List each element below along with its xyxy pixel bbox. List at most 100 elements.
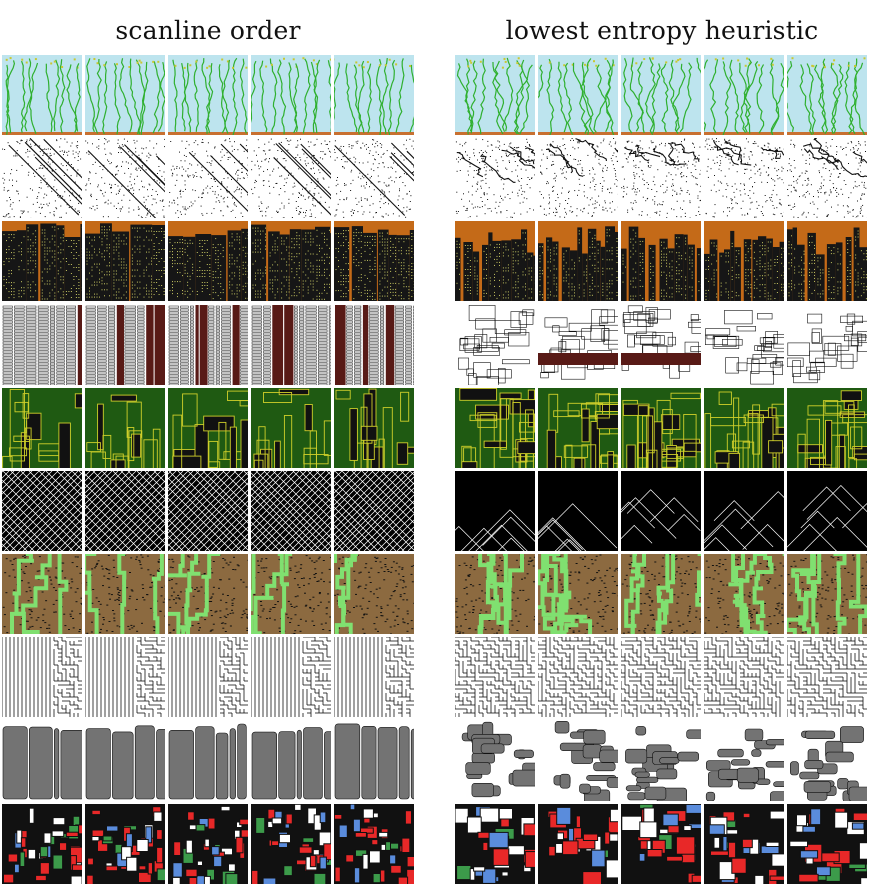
dotted-lines-texture-image (704, 138, 784, 219)
entropy-brick-columns-sample-1 (455, 304, 535, 385)
entropy-brick-columns-sample-5 (787, 304, 867, 385)
scanline-brown-caves-sample-1 (2, 554, 82, 635)
brick-columns-texture-image (85, 304, 165, 385)
entropy-river-plants-sample-5 (787, 55, 867, 135)
scanline-red-rooms-sample-5 (334, 803, 414, 884)
brick-columns-texture-image (168, 304, 248, 385)
entropy-grey-blobs-sample-1 (455, 720, 535, 801)
scanline-green-circuit-sample-1 (2, 387, 82, 468)
skyline-texture-image (538, 221, 618, 302)
scanline-brown-caves-sample-5 (334, 554, 414, 635)
diagonal-mesh-texture-image (251, 471, 331, 551)
green-circuit-texture-image (455, 387, 535, 468)
scanline-diagonal-mesh-sample-1 (2, 471, 82, 551)
entropy-brown-caves-sample-5 (787, 554, 867, 635)
skyline-texture-image (787, 221, 867, 302)
entropy-red-rooms-sample-4 (704, 803, 784, 884)
maze-texture-image (334, 637, 414, 718)
scanline-river-plants-sample-2 (85, 55, 165, 135)
maze-texture-image (2, 637, 82, 718)
brick-columns-texture-image (251, 304, 331, 385)
entropy-maze-sample-1 (455, 637, 535, 718)
green-circuit-texture-image (538, 387, 618, 468)
scanline-dotted-lines-sample-4 (251, 138, 331, 219)
entropy-river-plants-sample-3 (621, 55, 701, 135)
scanline-diagonal-mesh-sample-3 (168, 471, 248, 551)
entropy-brown-caves-sample-2 (538, 554, 618, 635)
entropy-grey-blobs-sample-5 (787, 720, 867, 801)
entropy-skyline-sample-2 (538, 221, 618, 302)
green-circuit-texture-image (2, 387, 82, 468)
entropy-dotted-lines-sample-5 (787, 138, 867, 219)
maze-texture-image (538, 637, 618, 718)
scanline-red-rooms-sample-3 (168, 803, 248, 884)
scanline-brick-columns-sample-2 (85, 304, 165, 385)
maze-texture-image (787, 637, 867, 718)
entropy-diagonal-mesh-sample-5 (787, 471, 867, 551)
maze-texture-image (85, 637, 165, 718)
scanline-red-rooms-sample-1 (2, 803, 82, 884)
skyline-texture-image (2, 221, 82, 302)
entropy-river-plants-sample-4 (704, 55, 784, 135)
entropy-green-circuit-sample-4 (704, 387, 784, 468)
scanline-diagonal-mesh-sample-5 (334, 471, 414, 551)
grey-blobs-texture-image (621, 720, 701, 801)
river-plants-texture-image (455, 55, 535, 135)
entropy-dotted-lines-sample-4 (704, 138, 784, 219)
scanline-green-circuit-sample-3 (168, 387, 248, 468)
maze-texture-image (704, 637, 784, 718)
diagonal-mesh-texture-image (787, 471, 867, 551)
grey-blobs-texture-image (538, 720, 618, 801)
brown-caves-texture-image (787, 554, 867, 635)
entropy-dotted-lines-sample-1 (455, 138, 535, 219)
entropy-skyline-sample-3 (621, 221, 701, 302)
scanline-dotted-lines-sample-3 (168, 138, 248, 219)
entropy-maze-sample-5 (787, 637, 867, 718)
river-plants-texture-image (538, 55, 618, 135)
skyline-texture-image (168, 221, 248, 302)
brown-caves-texture-image (621, 554, 701, 635)
brown-caves-texture-image (334, 554, 414, 635)
scanline-diagonal-mesh-sample-2 (85, 471, 165, 551)
dotted-lines-texture-image (2, 138, 82, 219)
diagonal-mesh-texture-image (168, 471, 248, 551)
entropy-brown-caves-sample-4 (704, 554, 784, 635)
entropy-diagonal-mesh-sample-4 (704, 471, 784, 551)
scanline-river-plants-sample-4 (251, 55, 331, 135)
red-rooms-texture-image (85, 803, 165, 884)
scanline-brick-columns-sample-4 (251, 304, 331, 385)
dotted-lines-texture-image (538, 138, 618, 219)
scanline-dotted-lines-sample-1 (2, 138, 82, 219)
river-plants-texture-image (787, 55, 867, 135)
red-rooms-texture-image (168, 803, 248, 884)
brick-columns-texture-image (704, 304, 784, 385)
grey-blobs-texture-image (251, 720, 331, 801)
entropy-brick-columns-sample-4 (704, 304, 784, 385)
river-plants-texture-image (334, 55, 414, 135)
skyline-texture-image (621, 221, 701, 302)
entropy-brick-columns-sample-2 (538, 304, 618, 385)
entropy-diagonal-mesh-sample-3 (621, 471, 701, 551)
scanline-maze-sample-1 (2, 637, 82, 718)
entropy-grey-blobs-sample-4 (704, 720, 784, 801)
dotted-lines-texture-image (787, 138, 867, 219)
entropy-red-rooms-sample-5 (787, 803, 867, 884)
maze-texture-image (168, 637, 248, 718)
red-rooms-texture-image (334, 803, 414, 884)
green-circuit-texture-image (621, 387, 701, 468)
brown-caves-texture-image (168, 554, 248, 635)
grey-blobs-texture-image (168, 720, 248, 801)
skyline-texture-image (85, 221, 165, 302)
entropy-grey-blobs-sample-2 (538, 720, 618, 801)
skyline-texture-image (455, 221, 535, 302)
entropy-maze-sample-4 (704, 637, 784, 718)
brick-columns-texture-image (538, 304, 618, 385)
dotted-lines-texture-image (334, 138, 414, 219)
dotted-lines-texture-image (621, 138, 701, 219)
brick-columns-texture-image (334, 304, 414, 385)
river-plants-texture-image (251, 55, 331, 135)
entropy-dotted-lines-sample-2 (538, 138, 618, 219)
entropy-green-circuit-sample-1 (455, 387, 535, 468)
column-title-lowest-entropy: lowest entropy heuristic (505, 16, 819, 45)
entropy-skyline-sample-1 (455, 221, 535, 302)
